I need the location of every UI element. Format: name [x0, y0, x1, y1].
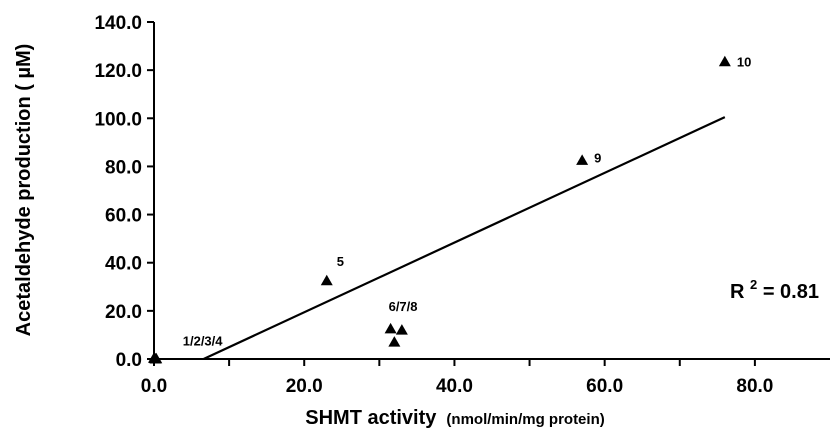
- point-label: 6/7/8: [389, 299, 418, 314]
- x-ticks: 0.0 20.0 40.0 60.0 80.0: [141, 359, 773, 397]
- r-squared-value: = 0.81: [763, 281, 819, 303]
- data-point-triangle: [576, 154, 589, 165]
- x-tick-label: 60.0: [586, 376, 623, 397]
- data-point-triangle: [149, 353, 162, 364]
- y-tick-label: 0.0: [116, 350, 142, 371]
- data-point-triangle: [320, 274, 333, 286]
- x-axis-label: SHMT activity (nmol/min/mg protein): [305, 407, 604, 429]
- point-label: 9: [594, 150, 601, 165]
- y-tick-label: 80.0: [105, 157, 142, 178]
- point-label: 5: [337, 254, 344, 269]
- y-tick-label: 140.0: [94, 13, 142, 34]
- r-squared-annotation: R 2 = 0.81: [730, 272, 819, 303]
- x-tick-label: 80.0: [736, 376, 773, 397]
- x-tick-label: 40.0: [436, 376, 473, 397]
- r-squared-exponent: 2: [750, 277, 757, 292]
- y-axis-label: Acetaldehyde production ( µM): [13, 44, 35, 337]
- point-label: 10: [737, 55, 751, 70]
- y-tick-label: 20.0: [105, 302, 142, 323]
- data-point-triangle: [388, 336, 401, 347]
- y-ticks: 0.0 20.0 40.0 60.0 80.0 100.0 120.0 140.0: [94, 13, 154, 371]
- x-tick-label: 20.0: [286, 376, 323, 397]
- data-point-triangle: [395, 324, 408, 335]
- data-point-triangle: [718, 55, 731, 67]
- y-tick-label: 40.0: [105, 254, 142, 275]
- r-squared-base: R: [730, 281, 745, 303]
- x-axis-label-unit: (nmol/min/mg protein): [446, 411, 604, 428]
- x-tick-label: 0.0: [141, 376, 167, 397]
- x-axis-label-main: SHMT activity: [305, 407, 437, 429]
- trendline-group: [203, 116, 726, 360]
- data-point-triangle: [384, 322, 397, 334]
- point-label: 1/2/3/4: [183, 334, 224, 349]
- y-tick-label: 100.0: [94, 109, 142, 130]
- trendline: [203, 116, 726, 360]
- point-labels: 1/2/3/4 5 6/7/8 9 10: [183, 55, 752, 349]
- y-tick-label: 120.0: [94, 61, 142, 82]
- data-points: [148, 55, 731, 364]
- y-tick-label: 60.0: [105, 206, 142, 227]
- axes: [153, 22, 830, 360]
